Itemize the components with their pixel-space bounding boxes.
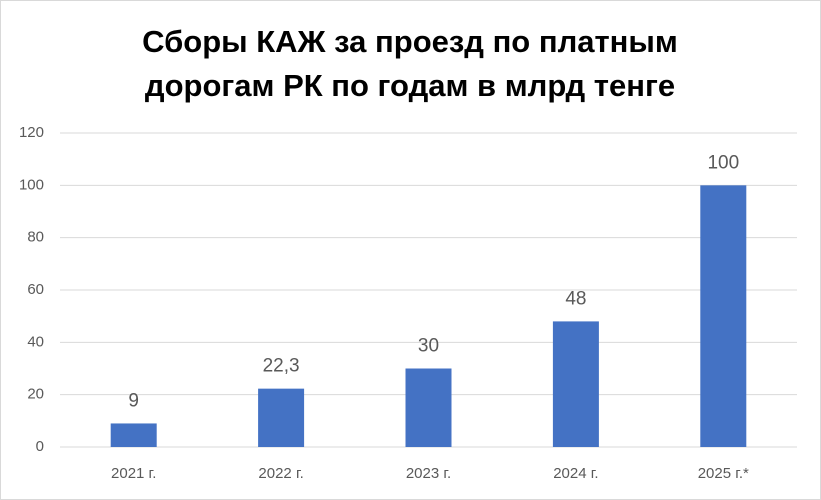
data-label: 30: [418, 336, 439, 357]
data-label: 48: [565, 288, 586, 309]
bar: [552, 321, 599, 447]
bar: [700, 185, 747, 448]
bar: [110, 423, 157, 447]
y-tick-label: 0: [36, 438, 44, 455]
y-tick-label: 60: [27, 281, 44, 298]
x-tick-label: 2023 г.: [406, 465, 451, 482]
bar: [405, 368, 452, 447]
y-tick-label: 100: [19, 176, 44, 193]
bar: [258, 388, 305, 447]
data-label: 9: [128, 390, 139, 411]
y-tick-label: 20: [27, 386, 44, 403]
x-tick-label: 2025 г.*: [698, 465, 749, 482]
x-tick-label: 2022 г.: [258, 465, 303, 482]
chart-title: дорогам РК по годам в млрд тенге: [145, 68, 675, 103]
data-label: 22,3: [263, 356, 300, 377]
y-tick-label: 40: [27, 333, 44, 350]
chart-title: Сборы КАЖ за проезд по платным: [142, 24, 678, 59]
x-tick-label: 2024 г.: [553, 465, 598, 482]
x-tick-label: 2021 г.: [111, 465, 156, 482]
data-label: 100: [707, 152, 739, 173]
y-tick-label: 80: [27, 229, 44, 246]
y-tick-label: 120: [19, 124, 44, 141]
